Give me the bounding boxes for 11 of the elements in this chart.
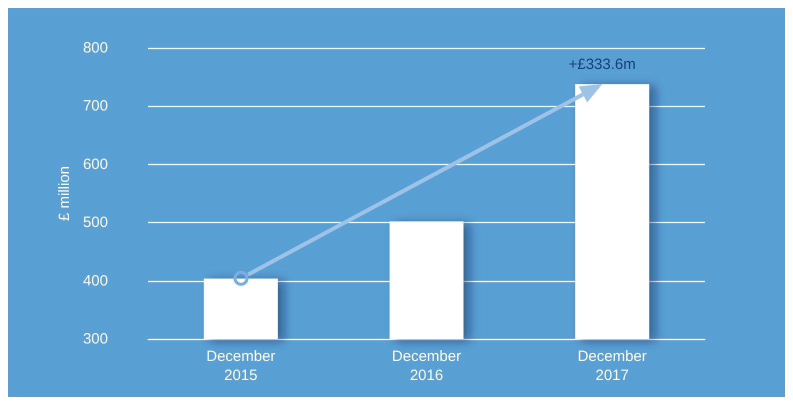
x-tick-label: December 2015 [206, 348, 276, 384]
y-tick-label: 800 [82, 40, 108, 56]
y-axis-title: £ million [56, 166, 74, 222]
x-tick-label: December 2017 [578, 348, 647, 384]
y-tick-label: 700 [82, 98, 108, 115]
x-tick-label: December 2016 [392, 348, 462, 384]
y-tick-label: 400 [82, 272, 108, 290]
y-tick-label: 600 [82, 156, 108, 173]
y-tick-label: 300 [82, 330, 108, 348]
annotation: +£333.6m [568, 56, 636, 74]
y-tick-label: 500 [82, 214, 108, 232]
